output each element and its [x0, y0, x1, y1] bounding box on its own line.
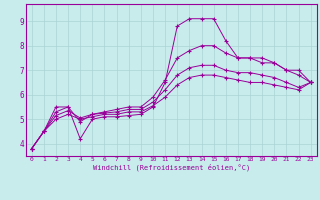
X-axis label: Windchill (Refroidissement éolien,°C): Windchill (Refroidissement éolien,°C) [92, 164, 250, 171]
